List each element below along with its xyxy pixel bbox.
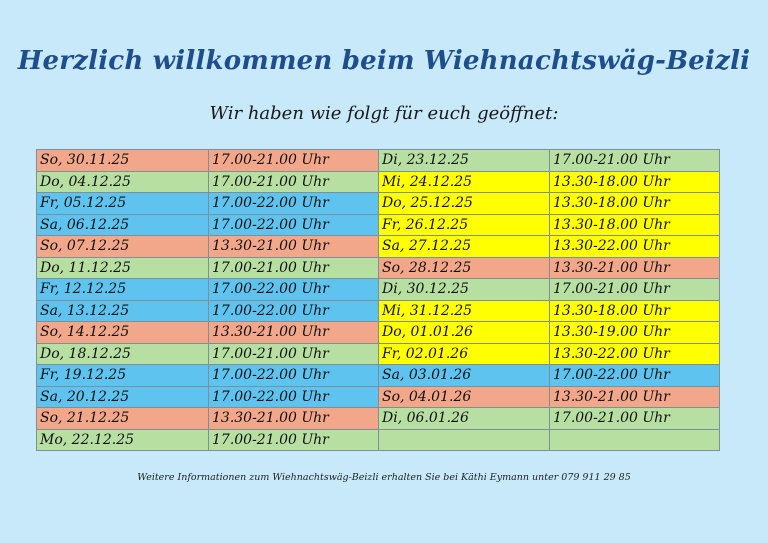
schedule-row: So, 14.12.25 13.30-21.00 Uhr Do, 01.01.26 1… <box>36 321 720 344</box>
right-day-cell: So, 28.12.25 <box>378 256 550 279</box>
left-hours-cell: 17.00-22.00 Uhr <box>208 299 379 322</box>
page-subtitle: Wir haben wie folgt für euch geöffnet: <box>209 103 559 124</box>
schedule-row: Fr, 05.12.25 17.00-22.00 Uhr Do, 25.12.25 1… <box>36 192 720 215</box>
left-hours-cell: 13.30-21.00 Uhr <box>208 235 379 258</box>
schedule-row: Sa, 06.12.25 17.00-22.00 Uhr Fr, 26.12.25 1… <box>36 213 720 236</box>
right-day-cell: Mi, 24.12.25 <box>378 170 550 193</box>
left-hours-cell: 17.00-21.00 Uhr <box>208 170 379 193</box>
left-day-cell: So, 30.11.25 <box>36 149 209 172</box>
left-day-cell: Fr, 19.12.25 <box>36 364 209 387</box>
right-hours-cell: 17.00-21.00 Uhr <box>549 407 720 430</box>
schedule-row: So, 30.11.25 17.00-21.00 Uhr Di, 23.12.25 1… <box>36 149 720 172</box>
left-hours-cell: 17.00-22.00 Uhr <box>208 213 379 236</box>
opening-hours-table: So, 30.11.25 17.00-21.00 Uhr Di, 23.12.25 1… <box>36 149 720 451</box>
left-day-cell: So, 07.12.25 <box>36 235 209 258</box>
right-day-cell: Di, 23.12.25 <box>378 149 550 172</box>
right-hours-cell: 17.00-22.00 Uhr <box>549 364 720 387</box>
left-hours-cell: 17.00-22.00 Uhr <box>208 192 379 215</box>
schedule-row: Do, 04.12.25 17.00-21.00 Uhr Mi, 24.12.25 1… <box>36 170 720 193</box>
schedule-row: Sa, 13.12.25 17.00-22.00 Uhr Mi, 31.12.25 1… <box>36 299 720 322</box>
schedule-row: Mo, 22.12.25 17.00-21.00 Uhr <box>36 428 720 451</box>
opening-hours-body: So, 30.11.25 17.00-21.00 Uhr Di, 23.12.25 1… <box>36 149 720 451</box>
right-hours-cell: 13.30-22.00 Uhr <box>549 235 720 258</box>
right-day-cell: Do, 01.01.26 <box>378 321 550 344</box>
left-day-cell: Sa, 06.12.25 <box>36 213 209 236</box>
left-day-cell: So, 21.12.25 <box>36 407 209 430</box>
left-hours-cell: 13.30-21.00 Uhr <box>208 407 379 430</box>
schedule-row: So, 21.12.25 13.30-21.00 Uhr Di, 06.01.26 1… <box>36 407 720 430</box>
left-day-cell: Do, 04.12.25 <box>36 170 209 193</box>
left-day-cell: Do, 18.12.25 <box>36 342 209 365</box>
left-day-cell: Fr, 12.12.25 <box>36 278 209 301</box>
right-hours-cell: 17.00-21.00 Uhr <box>549 278 720 301</box>
right-day-cell: Fr, 02.01.26 <box>378 342 550 365</box>
left-hours-cell: 17.00-22.00 Uhr <box>208 385 379 408</box>
schedule-row: Fr, 19.12.25 17.00-22.00 Uhr Sa, 03.01.26 1… <box>36 364 720 387</box>
left-hours-cell: 17.00-21.00 Uhr <box>208 149 379 172</box>
left-day-cell: Do, 11.12.25 <box>36 256 209 279</box>
left-day-cell: Sa, 20.12.25 <box>36 385 209 408</box>
schedule-row: So, 07.12.25 13.30-21.00 Uhr Sa, 27.12.25 1… <box>36 235 720 258</box>
left-hours-cell: 17.00-21.00 Uhr <box>208 342 379 365</box>
right-hours-cell <box>549 428 720 451</box>
right-hours-cell: 13.30-21.00 Uhr <box>549 256 720 279</box>
left-day-cell: Sa, 13.12.25 <box>36 299 209 322</box>
left-hours-cell: 17.00-22.00 Uhr <box>208 364 379 387</box>
right-hours-cell: 13.30-19.00 Uhr <box>549 321 720 344</box>
right-hours-cell: 13.30-18.00 Uhr <box>549 299 720 322</box>
right-day-cell: So, 04.01.26 <box>378 385 550 408</box>
right-day-cell: Di, 06.01.26 <box>378 407 550 430</box>
right-day-cell <box>378 428 550 451</box>
schedule-row: Fr, 12.12.25 17.00-22.00 Uhr Di, 30.12.25 1… <box>36 278 720 301</box>
right-hours-cell: 13.30-21.00 Uhr <box>549 385 720 408</box>
left-day-cell: So, 14.12.25 <box>36 321 209 344</box>
right-hours-cell: 13.30-18.00 Uhr <box>549 170 720 193</box>
right-day-cell: Sa, 03.01.26 <box>378 364 550 387</box>
right-day-cell: Fr, 26.12.25 <box>378 213 550 236</box>
schedule-row: Sa, 20.12.25 17.00-22.00 Uhr So, 04.01.26 1… <box>36 385 720 408</box>
right-day-cell: Di, 30.12.25 <box>378 278 550 301</box>
left-hours-cell: 17.00-22.00 Uhr <box>208 278 379 301</box>
right-day-cell: Sa, 27.12.25 <box>378 235 550 258</box>
schedule-row: Do, 11.12.25 17.00-21.00 Uhr So, 28.12.25 1… <box>36 256 720 279</box>
right-day-cell: Do, 25.12.25 <box>378 192 550 215</box>
footer-contact-info: Weitere Informationen zum Wiehnachtswäg-… <box>137 472 631 483</box>
left-hours-cell: 13.30-21.00 Uhr <box>208 321 379 344</box>
right-hours-cell: 13.30-22.00 Uhr <box>549 342 720 365</box>
right-day-cell: Mi, 31.12.25 <box>378 299 550 322</box>
right-hours-cell: 13.30-18.00 Uhr <box>549 192 720 215</box>
right-hours-cell: 17.00-21.00 Uhr <box>549 149 720 172</box>
page-title: Herzlich willkommen beim Wiehnachtswäg-B… <box>17 46 751 76</box>
left-hours-cell: 17.00-21.00 Uhr <box>208 428 379 451</box>
left-hours-cell: 17.00-21.00 Uhr <box>208 256 379 279</box>
right-hours-cell: 13.30-18.00 Uhr <box>549 213 720 236</box>
left-day-cell: Mo, 22.12.25 <box>36 428 209 451</box>
left-day-cell: Fr, 05.12.25 <box>36 192 209 215</box>
schedule-row: Do, 18.12.25 17.00-21.00 Uhr Fr, 02.01.26 1… <box>36 342 720 365</box>
